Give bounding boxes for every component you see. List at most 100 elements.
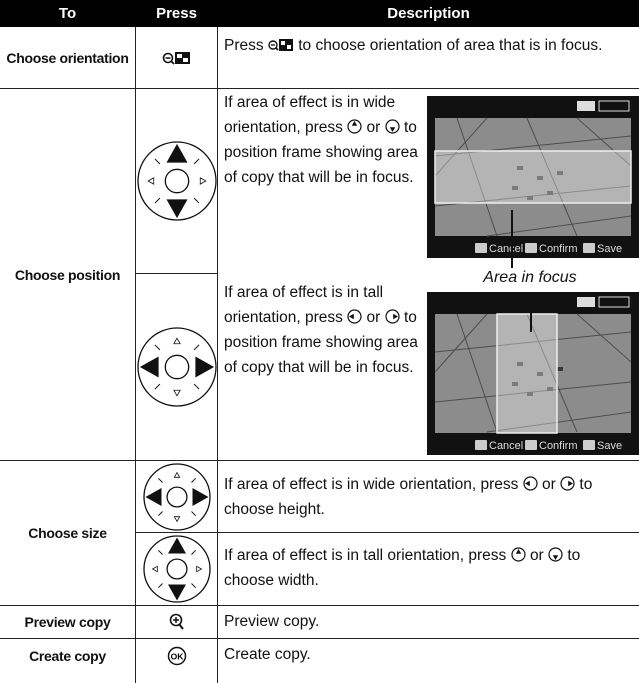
photo-car <box>517 362 523 366</box>
description: If area of effect is in tall orientation… <box>224 280 424 380</box>
multi-selector-left-right <box>136 274 217 460</box>
description: Create copy. <box>224 646 311 663</box>
arrow <box>568 480 574 487</box>
row-rule <box>0 638 639 639</box>
camera-screen: Cancel Confirm Save <box>427 96 639 258</box>
button-label: Cancel <box>489 243 523 255</box>
button-glyph <box>475 440 487 450</box>
tick <box>154 197 161 204</box>
arrow <box>392 313 398 320</box>
dim <box>435 118 631 236</box>
header-bar <box>0 0 639 27</box>
photo-car <box>527 392 533 396</box>
arrow <box>151 565 158 573</box>
status-icon <box>577 297 595 307</box>
text: Press <box>224 37 264 54</box>
multi-selector-left-right <box>136 461 217 532</box>
ring <box>385 309 400 324</box>
selector-left-icon <box>347 309 362 324</box>
dim <box>435 314 631 433</box>
tick <box>190 549 196 555</box>
header-cell: Description <box>387 5 470 22</box>
row-rule <box>0 460 639 461</box>
row-label: Create copy <box>29 648 106 664</box>
row-rule <box>0 88 639 89</box>
photo <box>435 118 631 236</box>
tick <box>157 583 163 589</box>
svg-text:OK: OK <box>170 652 184 662</box>
button-label: Save <box>597 440 622 452</box>
photo-line <box>434 135 632 157</box>
selector-down-icon <box>548 547 563 562</box>
button-glyph <box>583 243 595 253</box>
photo-car <box>527 196 533 200</box>
tick <box>157 477 163 483</box>
tick <box>154 383 161 390</box>
focus-frame <box>496 313 558 434</box>
tick <box>193 158 200 165</box>
ring <box>385 119 400 134</box>
description: If area of effect is in wide orientation… <box>224 90 424 190</box>
tick <box>157 510 163 516</box>
arrow <box>352 121 358 126</box>
arrow <box>524 480 530 487</box>
row-rule <box>0 605 639 606</box>
text: to choose orientation of area that is in… <box>298 37 603 54</box>
description: Press to choose orientation of area that… <box>224 33 629 58</box>
tick <box>193 383 200 390</box>
selector-right-icon <box>385 309 400 324</box>
tick <box>190 510 196 516</box>
text: to position frame showing area of copy t… <box>224 309 418 376</box>
arrow <box>173 471 180 478</box>
photo-line <box>576 117 632 167</box>
photo-line <box>526 313 578 433</box>
arrow <box>167 584 186 601</box>
header-cell: Press <box>156 5 197 22</box>
arrow <box>173 337 181 345</box>
photo-car <box>537 176 543 180</box>
photo-car <box>547 191 553 195</box>
text: or <box>542 476 556 493</box>
button-label: Confirm <box>539 440 578 452</box>
button-glyph <box>475 243 487 253</box>
status-icon <box>598 296 630 308</box>
status-icon <box>577 101 595 111</box>
selector-up-icon <box>511 547 526 562</box>
button-glyph <box>583 440 595 450</box>
center-button <box>164 354 190 380</box>
button-glyph <box>525 440 537 450</box>
tick <box>193 197 200 204</box>
center-button <box>164 168 190 194</box>
callout-line <box>511 210 513 268</box>
tick <box>154 344 161 351</box>
row-rule <box>135 532 639 533</box>
status-icon <box>598 100 630 112</box>
text: to position frame showing area of copy t… <box>224 119 418 186</box>
photo-car <box>537 372 543 376</box>
arrow <box>173 515 180 522</box>
text: or <box>529 547 544 564</box>
photo-car <box>517 166 523 170</box>
photo-line <box>434 331 632 353</box>
row-label: Preview copy <box>24 614 111 630</box>
arrow <box>195 565 202 573</box>
arrow <box>147 177 155 185</box>
focus-frame <box>434 150 632 204</box>
text: If area of effect is in wide orientation… <box>224 94 396 136</box>
text: If area of effect is in tall orientation… <box>224 547 507 564</box>
arrow <box>173 389 181 397</box>
tick <box>154 158 161 165</box>
ring <box>523 476 538 491</box>
row-rule <box>135 273 217 274</box>
photo-line <box>434 313 488 373</box>
center-button <box>165 558 188 580</box>
text: or <box>366 309 381 326</box>
photo-line <box>456 313 498 433</box>
tick <box>190 477 196 483</box>
tick <box>157 549 163 555</box>
button-label: Save <box>597 243 622 255</box>
description: Preview copy. <box>224 613 320 630</box>
photo-car <box>512 382 518 386</box>
photo-line <box>456 117 498 237</box>
